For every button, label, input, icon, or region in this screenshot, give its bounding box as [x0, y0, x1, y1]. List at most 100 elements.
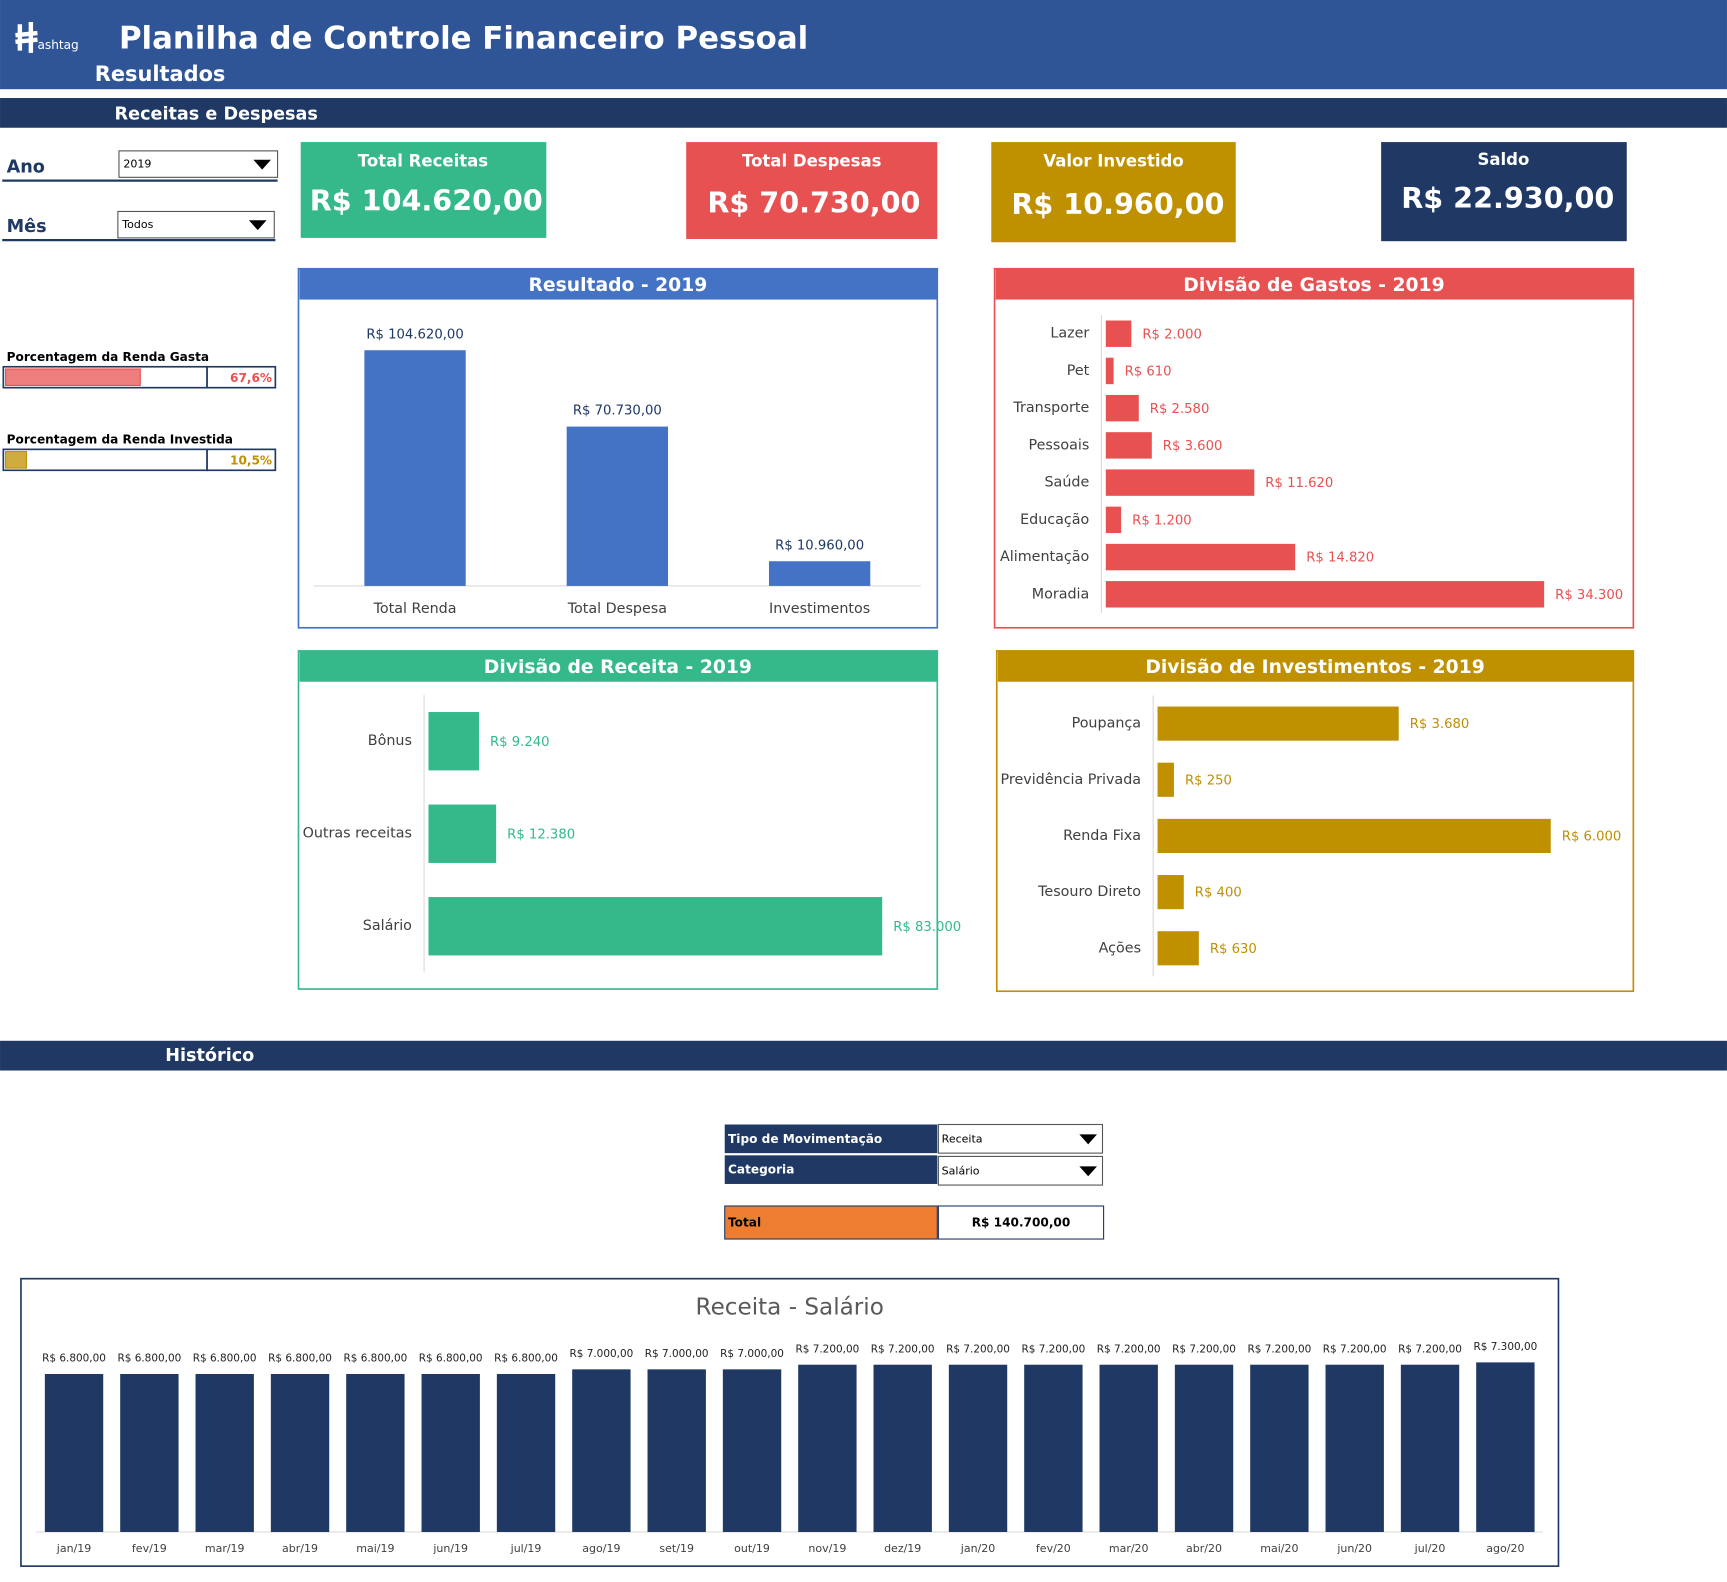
value-label: R$ 2.580 [1150, 402, 1210, 417]
x-tick-label: jun/19 [432, 1542, 468, 1555]
value-label: R$ 34.300 [1555, 588, 1623, 603]
logo-icon [15, 22, 38, 53]
value-label: R$ 83.000 [893, 920, 961, 935]
value-label: R$ 3.680 [1410, 717, 1470, 732]
x-tick-label: mai/20 [1260, 1542, 1298, 1555]
value-label: R$ 7.200,00 [871, 1343, 935, 1355]
section-title: Histórico [165, 1046, 254, 1066]
bar [428, 897, 883, 956]
bar [1105, 581, 1545, 608]
bar [428, 712, 479, 771]
y-tick-label: Salário [363, 918, 412, 934]
dropdown[interactable]: Receita [937, 1123, 1104, 1154]
filter-label: Mês [7, 217, 47, 237]
card [686, 142, 938, 239]
x-tick-label: nov/19 [808, 1542, 846, 1555]
value-label: R$ 6.800,00 [42, 1353, 106, 1365]
bar [1105, 394, 1139, 422]
logo-text: ashtag [37, 38, 78, 52]
section-bar [0, 98, 1727, 128]
gauge-value-box [206, 365, 277, 389]
value-label: R$ 7.000,00 [569, 1348, 633, 1360]
form-label: Tipo de Movimentação [728, 1132, 882, 1146]
bar [572, 1369, 631, 1532]
bar [566, 426, 669, 586]
value-label: R$ 6.800,00 [419, 1353, 483, 1365]
bar [421, 1374, 480, 1532]
gauge-value: 67,6% [230, 371, 272, 385]
card-title: Total Receitas [358, 151, 488, 170]
y-tick-label: Ações [1099, 940, 1141, 956]
gauge-value: 10,5% [230, 453, 272, 467]
chart-title: Receita - Salário [696, 1294, 884, 1320]
y-tick-label: Pet [1067, 363, 1090, 379]
gauge-bar [4, 451, 28, 469]
value-label: R$ 6.000 [1562, 830, 1622, 845]
chart-title: Divisão de Investimentos - 2019 [1145, 657, 1484, 678]
card-value: R$ 70.730,00 [707, 186, 920, 220]
page-title: Planilha de Controle Financeiro Pessoal [119, 21, 808, 57]
dropdown-value: 2019 [123, 158, 151, 171]
bar [496, 1374, 556, 1532]
value-label: R$ 7.200,00 [795, 1343, 859, 1355]
bar [1099, 1364, 1158, 1532]
total-value-cell [937, 1205, 1105, 1240]
y-tick-label: Outras receitas [303, 826, 412, 842]
dropdown-arrow [248, 220, 267, 231]
dropdown[interactable]: Todos [117, 210, 275, 239]
chart-panel [993, 267, 1635, 629]
bar [722, 1369, 782, 1532]
y-tick-label: Lazer [1050, 326, 1089, 342]
value-label: R$ 610 [1125, 365, 1172, 380]
value-label: R$ 104.620,00 [366, 327, 463, 342]
dropdown[interactable]: 2019 [118, 150, 279, 178]
value-label: R$ 1.200 [1132, 513, 1192, 528]
y-tick-label: Previdência Privada [1001, 772, 1142, 788]
dropdown-value: Receita [942, 1132, 983, 1145]
value-label: R$ 3.600 [1163, 439, 1223, 454]
dropdown-box[interactable] [937, 1155, 1104, 1186]
value-label: R$ 250 [1185, 773, 1232, 788]
dropdown-box[interactable] [117, 210, 275, 239]
bar [1476, 1362, 1535, 1532]
bar [1400, 1364, 1460, 1532]
card [1381, 142, 1627, 242]
total-label: Total [728, 1216, 761, 1230]
x-tick-label: out/19 [734, 1542, 770, 1555]
gauge-value-box [206, 448, 277, 472]
dropdown-arrow [1079, 1134, 1097, 1145]
bar [1174, 1364, 1234, 1532]
value-label: R$ 7.200,00 [946, 1343, 1010, 1355]
chart-header [997, 650, 1634, 682]
value-label: R$ 6.800,00 [193, 1353, 257, 1365]
dropdown-box[interactable] [937, 1123, 1104, 1154]
dropdown-box[interactable] [118, 150, 279, 178]
bar [768, 561, 871, 586]
chart-header [995, 268, 1634, 300]
value-label: R$ 6.800,00 [268, 1353, 332, 1365]
bar [120, 1374, 179, 1532]
bar [1157, 762, 1174, 797]
chart-title: Resultado - 2019 [529, 275, 708, 296]
form-label: Categoria [728, 1163, 794, 1177]
value-label: R$ 12.380 [507, 827, 575, 842]
x-tick-label: fev/19 [132, 1542, 167, 1555]
bar [1024, 1364, 1083, 1532]
gauge-label: Porcentagem da Renda Gasta [7, 350, 209, 364]
bar [1157, 875, 1184, 910]
dropdown[interactable]: Salário [937, 1155, 1104, 1186]
card-title: Total Despesas [742, 151, 882, 170]
bar [1325, 1364, 1384, 1532]
bar [1157, 818, 1551, 854]
value-label: R$ 2.000 [1142, 327, 1202, 342]
bar [1105, 320, 1132, 347]
dropdown-value: Salário [942, 1164, 980, 1177]
bar [1105, 357, 1114, 385]
x-tick-label: jun/20 [1336, 1542, 1372, 1555]
x-tick-label: dez/19 [884, 1542, 921, 1555]
card-value: R$ 22.930,00 [1401, 181, 1614, 215]
value-label: R$ 7.200,00 [1323, 1343, 1387, 1355]
gauge-label: Porcentagem da Renda Investida [7, 432, 233, 446]
value-label: R$ 7.200,00 [1398, 1343, 1462, 1355]
x-tick-label: jan/19 [56, 1542, 91, 1555]
